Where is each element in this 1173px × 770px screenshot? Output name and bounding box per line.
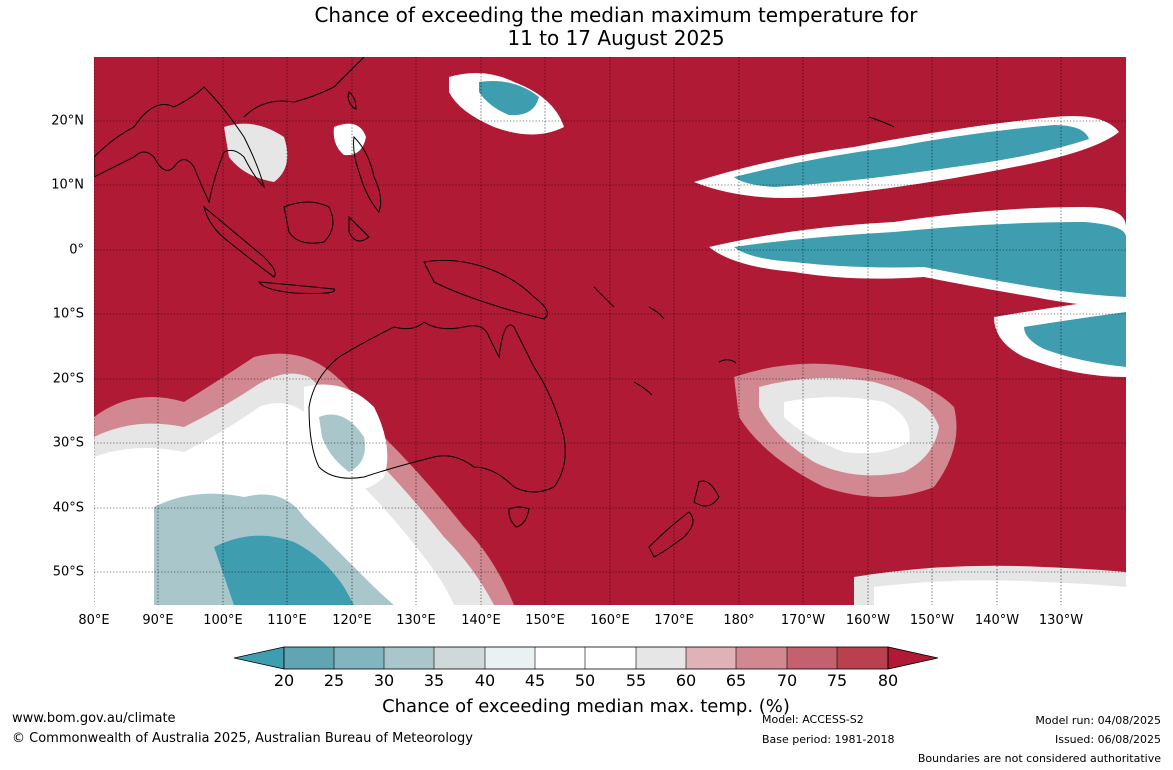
lat-label-10n: 10°N <box>51 177 84 193</box>
colorbar-tick-55: 55 <box>625 671 647 690</box>
colorbar-tick-20: 20 <box>273 671 295 690</box>
anomaly-patches <box>94 73 1126 605</box>
lon-label-130e: 130°E <box>396 613 436 628</box>
map-panel[interactable] <box>94 57 1126 605</box>
lon-label-160w: 160°W <box>845 613 891 628</box>
colorbar-tick-70: 70 <box>776 671 798 690</box>
graticule <box>94 57 1126 605</box>
colorbar-tick-65: 65 <box>725 671 747 690</box>
lon-label-170e: 170°E <box>654 613 694 628</box>
australia-coastline <box>308 321 566 493</box>
lon-label-160e: 160°E <box>590 613 630 628</box>
lon-label-180: 180° <box>723 613 755 628</box>
map-title: Chance of exceeding the median maximum t… <box>0 4 1173 50</box>
map-canvas <box>94 57 1126 605</box>
lon-label-100e: 100°E <box>203 613 243 628</box>
colorbar-tick-75: 75 <box>826 671 848 690</box>
colorbar-tick-60: 60 <box>675 671 697 690</box>
lon-label-80e: 80°E <box>78 613 110 628</box>
lat-label-20s: 20°S <box>52 371 84 387</box>
lon-label-140e: 140°E <box>461 613 501 628</box>
lon-label-90e: 90°E <box>142 613 174 628</box>
lon-label-120e: 120°E <box>332 613 372 628</box>
footer-website: www.bom.gov.au/climate <box>12 711 176 726</box>
lon-label-150e: 150°E <box>525 613 565 628</box>
tasmania-coastline <box>508 506 530 528</box>
title-line-2: 11 to 17 August 2025 <box>507 26 725 50</box>
title-line-1: Chance of exceeding the median maximum t… <box>314 3 918 27</box>
footer-issued: Issued: 06/08/2025 <box>1054 733 1161 746</box>
footer-model-run: Model run: 04/08/2025 <box>1035 714 1161 727</box>
lat-label-50s: 50°S <box>52 564 84 580</box>
colorbar-label: Chance of exceeding median max. temp. (%… <box>382 696 790 717</box>
lon-label-150w: 150°W <box>909 613 955 628</box>
colorbar-tick-25: 25 <box>323 671 345 690</box>
colorbar-tick-45: 45 <box>524 671 546 690</box>
new-guinea-coastline <box>423 259 548 320</box>
footer-model: Model: ACCESS-S2 <box>762 713 864 726</box>
lon-label-130w: 130°W <box>1038 613 1084 628</box>
lat-label-20n: 20°N <box>51 113 84 129</box>
footer-base-period: Base period: 1981-2018 <box>762 733 895 746</box>
lat-label-30s: 30°S <box>52 435 84 451</box>
colorbar-tick-30: 30 <box>373 671 395 690</box>
colorbar-tick-40: 40 <box>474 671 496 690</box>
footer-disclaimer: Boundaries are not considered authoritat… <box>917 752 1161 765</box>
lat-label-10s: 10°S <box>52 306 84 322</box>
colorbar-tick-80: 80 <box>877 671 899 690</box>
lon-label-170w: 170°W <box>780 613 826 628</box>
colorbar-tick-50: 50 <box>574 671 596 690</box>
lat-label-0: 0° <box>69 242 84 258</box>
footer-copyright: © Commonwealth of Australia 2025, Austra… <box>12 731 473 746</box>
new-zealand-coastline <box>648 480 720 558</box>
colorbar <box>234 646 938 670</box>
coastlines <box>94 57 895 558</box>
colorbar-tick-35: 35 <box>423 671 445 690</box>
lon-label-110e: 110°E <box>267 613 307 628</box>
lon-label-140w: 140°W <box>974 613 1020 628</box>
lat-label-40s: 40°S <box>52 500 84 516</box>
